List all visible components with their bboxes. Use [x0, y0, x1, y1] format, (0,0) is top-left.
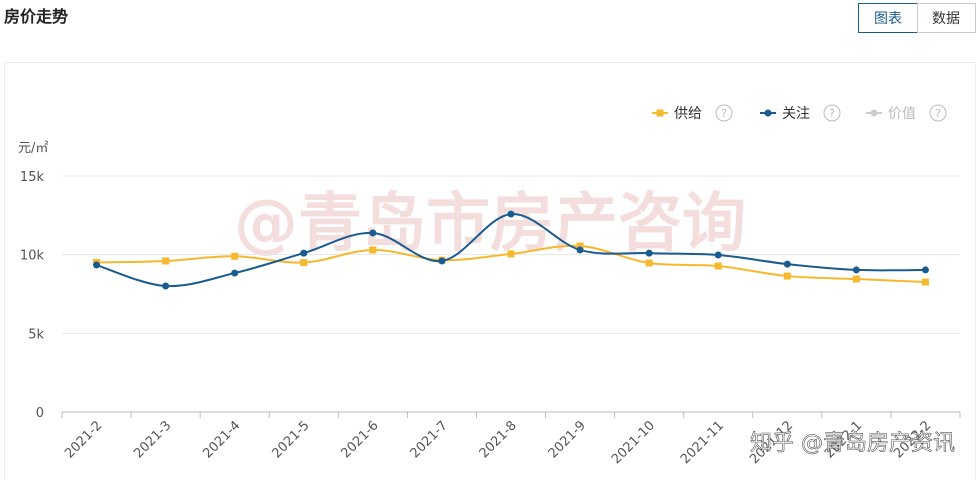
data-point: [507, 250, 515, 258]
data-point: [369, 246, 377, 254]
data-point: [714, 262, 722, 270]
data-point: [231, 252, 239, 260]
data-point: [300, 249, 308, 257]
help-icon-glyph: ?: [721, 107, 727, 120]
data-point: [852, 266, 860, 274]
page-title: 房价走势: [4, 7, 68, 26]
data-point: [714, 251, 722, 259]
legend-label[interactable]: 关注: [782, 106, 810, 122]
tab-data[interactable]: [917, 3, 976, 33]
help-icon[interactable]: [823, 104, 841, 122]
tab-chart[interactable]: [858, 3, 918, 33]
y-unit: 元/㎡: [18, 141, 48, 156]
data-point: [300, 259, 308, 267]
data-point: [783, 272, 791, 280]
data-point: [645, 249, 653, 257]
legend-marker: [764, 109, 772, 117]
legend-marker: [870, 109, 878, 117]
data-point: [507, 210, 515, 218]
help-icon[interactable]: [715, 104, 733, 122]
data-point: [921, 266, 929, 274]
y-tick-label: 0: [36, 406, 44, 421]
help-icon[interactable]: [929, 104, 947, 122]
data-point: [645, 259, 653, 267]
tab-label[interactable]: 图表: [874, 11, 902, 27]
data-point: [438, 257, 446, 265]
chart-panel: [4, 62, 976, 484]
data-point: [921, 278, 929, 286]
y-tick-label: 15k: [20, 170, 45, 185]
legend-label[interactable]: 供给: [674, 106, 702, 122]
y-tick-label: 5k: [28, 327, 44, 342]
help-icon-glyph: ?: [829, 107, 835, 120]
data-point: [576, 242, 584, 250]
tab-label[interactable]: 数据: [932, 11, 960, 27]
data-point: [369, 229, 377, 237]
data-point: [852, 275, 860, 283]
legend-label[interactable]: 价值: [888, 106, 916, 122]
help-icon-glyph: ?: [935, 107, 941, 120]
data-point: [783, 260, 791, 268]
data-point: [576, 246, 584, 254]
y-tick-label: 10k: [20, 249, 45, 264]
watermark: 知乎 @青岛房产资讯: [750, 431, 955, 456]
data-point: [162, 282, 170, 290]
data-point: [231, 269, 239, 277]
data-point: [93, 261, 101, 269]
data-point: [162, 257, 170, 265]
legend-marker: [656, 109, 664, 117]
